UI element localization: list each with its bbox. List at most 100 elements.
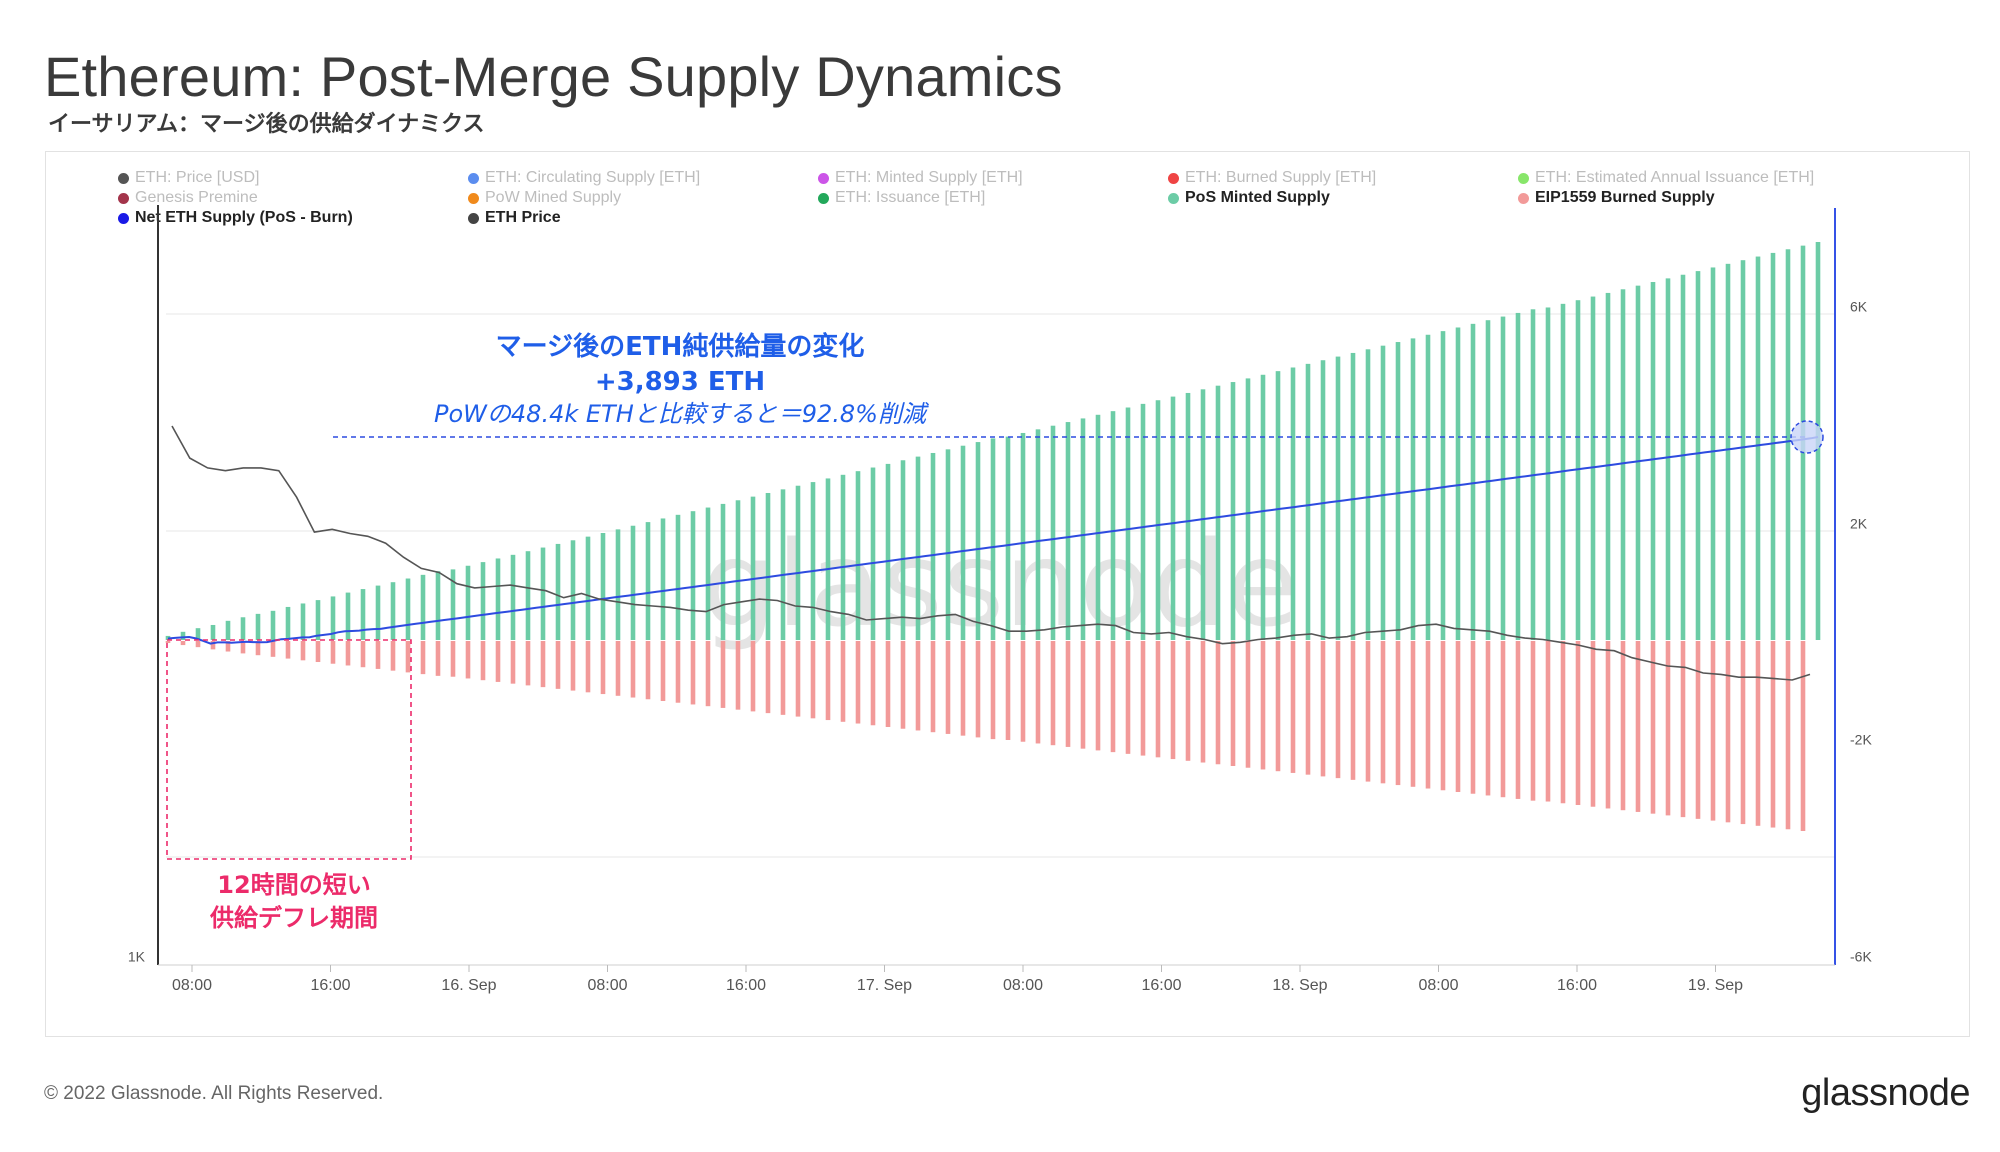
pos-bar (1095, 414, 1101, 640)
burn-bar (1005, 641, 1011, 740)
pos-bar (675, 514, 681, 640)
burn-bar (405, 641, 411, 673)
burn-bar (1410, 641, 1416, 787)
pos-bar (1185, 392, 1191, 640)
pos-bar (1785, 249, 1791, 640)
pos-bar (1290, 367, 1296, 640)
right-axis-tick-label: -2K (1850, 732, 1872, 748)
burn-bar (1230, 641, 1236, 766)
burn-bar (1725, 641, 1731, 823)
burn-bar (780, 641, 786, 715)
burn-bar (1650, 641, 1656, 814)
burn-bar (750, 641, 756, 712)
legend-item[interactable]: ETH Price (468, 209, 561, 227)
pos-bar (1770, 252, 1776, 640)
deflation-box (166, 639, 412, 860)
pos-bar (780, 489, 786, 640)
burn-bar (675, 641, 681, 703)
burn-bar (1125, 641, 1131, 754)
burn-bar (1590, 641, 1596, 807)
burn-bar (1470, 641, 1476, 794)
burn-bar (1800, 641, 1806, 831)
burn-bar (1515, 641, 1521, 799)
burn-bar (660, 641, 666, 701)
pos-bar (345, 592, 351, 640)
watermark: glassnode (701, 515, 1298, 653)
legend-dot (1518, 172, 1529, 184)
legend-item[interactable]: Net ETH Supply (PoS - Burn) (118, 209, 353, 227)
pos-bar (690, 511, 696, 640)
burn-bar (690, 641, 696, 705)
pos-bar (960, 445, 966, 640)
pos-bar (855, 471, 861, 640)
burn-bar (1770, 641, 1776, 828)
legend-label: ETH: Minted Supply [ETH] (835, 169, 1023, 186)
burn-bar (1335, 641, 1341, 779)
pos-bar (465, 565, 471, 640)
burn-bar (1680, 641, 1686, 818)
pos-bar (540, 547, 546, 640)
legend-item[interactable]: ETH: Price [USD] (118, 169, 259, 187)
burn-bar (1380, 641, 1386, 784)
legend-label: ETH: Estimated Annual Issuance [ETH] (1535, 169, 1815, 186)
burn-bar (1110, 641, 1116, 753)
pos-bar (1440, 331, 1446, 640)
burn-bar (1695, 641, 1701, 819)
legend-label: ETH: Price [USD] (135, 169, 260, 186)
burn-bar (390, 641, 396, 671)
legend-item[interactable]: ETH: Issuance [ETH] (818, 189, 985, 207)
burn-bar (300, 641, 306, 661)
legend-dot (118, 212, 129, 224)
legend-label: PoS Minted Supply (1185, 189, 1330, 206)
burn-bar (525, 641, 531, 686)
pos-bar (585, 536, 591, 640)
x-tick-label: 16:00 (726, 977, 766, 994)
pos-bar (1350, 352, 1356, 640)
pos-bar (1050, 425, 1056, 640)
net-annotation-value: +3,893 ETH (595, 367, 765, 397)
x-tick-label: 16:00 (1557, 977, 1597, 994)
burn-bar (1200, 641, 1206, 763)
x-tick-label: 17. Sep (857, 977, 912, 994)
pos-bar (1230, 382, 1236, 640)
pos-bar (885, 463, 891, 640)
legend-dot (118, 192, 129, 204)
burn-bar (540, 641, 546, 688)
x-tick-label: 16:00 (1141, 977, 1181, 994)
burn-bar (420, 641, 426, 675)
legend-label: PoW Mined Supply (485, 189, 622, 206)
x-tick-label: 16:00 (310, 977, 350, 994)
burn-bar (1395, 641, 1401, 786)
price-line (171, 425, 1811, 681)
pos-bar (330, 596, 336, 640)
net-supply-line (167, 436, 1819, 645)
pos-bar (570, 540, 576, 640)
legend-item[interactable]: Genesis Premine (118, 189, 258, 207)
legend-item[interactable]: PoS Minted Supply (1168, 189, 1330, 207)
burn-bar (1140, 641, 1146, 756)
burn-bar (435, 641, 441, 676)
legend-item[interactable]: ETH: Estimated Annual Issuance [ETH] (1518, 169, 1814, 187)
pos-bar (180, 631, 186, 640)
legend-item[interactable]: ETH: Minted Supply [ETH] (818, 169, 1023, 187)
legend-item[interactable]: ETH: Circulating Supply [ETH] (468, 169, 700, 187)
pos-bar (1215, 385, 1221, 640)
burn-bar (1755, 641, 1761, 826)
pos-bar (360, 589, 366, 640)
burn-bar (945, 641, 951, 734)
burn-bar (615, 641, 621, 696)
pos-bar (420, 574, 426, 640)
burn-bar (840, 641, 846, 722)
legend-item[interactable]: PoW Mined Supply (468, 189, 621, 207)
legend-item[interactable]: ETH: Burned Supply [ETH] (1168, 169, 1376, 187)
pos-bar (600, 533, 606, 640)
legend-dot (468, 172, 479, 184)
pos-bar (1605, 292, 1611, 640)
deflation-label-2: 供給デフレ期間 (209, 904, 378, 932)
burn-bar (1575, 641, 1581, 805)
legend-label: ETH: Circulating Supply [ETH] (485, 169, 701, 186)
pos-bar (1755, 256, 1761, 640)
burn-bar (600, 641, 606, 695)
legend-item[interactable]: EIP1559 Burned Supply (1518, 189, 1715, 207)
pos-bar (555, 543, 561, 640)
